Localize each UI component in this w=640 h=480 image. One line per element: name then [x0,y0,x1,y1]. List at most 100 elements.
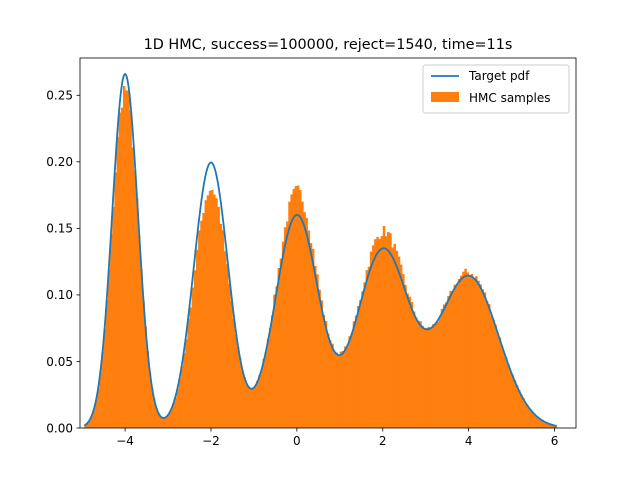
histogram-bar [515,385,519,428]
histogram-bar [281,241,285,428]
histogram-bar [513,380,517,428]
histogram-bar [314,265,317,428]
histogram-bar [391,247,394,428]
histogram-bar [223,251,227,428]
histogram-bar [447,295,450,428]
histogram-bar [256,381,259,428]
histogram-bar [120,107,124,429]
histogram-bar [159,416,162,428]
histogram-bar [273,294,276,428]
histogram-bar [311,248,315,428]
histogram-bar [221,230,225,428]
histogram-bar [241,370,244,428]
histogram-bar [234,334,238,428]
histogram-bar [483,292,487,428]
histogram-bar [451,292,454,428]
histogram-bar [206,195,210,428]
histogram-bar [309,243,313,428]
histogram-bar [316,274,319,428]
histogram-bar [155,407,158,428]
axes: −4 −2 0 2 4 6 0.00 0.05 0.10 0.15 0.20 0.25 [46,57,577,448]
x-tick-label: −2 [202,434,220,448]
histogram-bar [466,272,469,428]
histogram-bar [198,230,201,428]
histogram-bar [528,408,532,428]
histogram-bar [344,346,347,428]
histogram-bar [387,231,390,428]
histogram-bar [408,296,412,428]
histogram-bar [329,340,332,428]
histogram-bar [543,422,547,428]
histogram-bar [236,346,240,428]
histogram-bar [185,339,188,428]
histogram-bar [417,320,420,428]
histogram-bar [114,172,117,428]
histogram-bar [374,239,377,428]
histogram-bar [137,235,141,428]
histogram-bar [337,356,341,428]
histogram-bar [232,318,235,428]
histogram-bar [350,333,354,428]
histogram-bar [335,352,339,428]
histogram-bar [496,333,500,428]
histogram-bar [189,307,193,428]
histogram-bar [481,289,485,428]
histogram-bar [404,284,407,428]
histogram-bar [460,275,463,428]
histogram-bar [522,398,525,428]
histogram-bar [389,233,392,428]
histogram-bar [475,276,478,428]
histogram-bar [305,217,308,428]
histogram-bar [110,233,113,428]
histogram-bar [153,398,156,428]
histogram-bar [500,346,504,428]
histogram-bar [464,268,467,428]
histogram-bar [552,425,555,428]
histogram-bar [299,190,302,428]
histogram-bar [393,243,396,428]
histogram-bar [537,417,540,428]
histogram-bar [550,424,553,428]
histogram-bar [331,343,334,428]
histogram-bar [95,400,98,428]
histogram-bar [429,328,433,428]
histogram-bar [125,90,128,429]
histogram-bar [217,206,220,428]
histogram-bar [271,315,274,428]
histogram-bar [369,251,373,428]
histogram-bar [172,403,175,428]
histogram-bar [533,413,536,428]
histogram-bar [215,198,218,428]
histogram-bar [288,201,291,428]
histogram-bar [230,301,233,428]
histogram-bar [303,212,306,428]
histogram-bar [170,409,173,428]
histogram-bar [307,230,311,428]
histogram-bar [365,270,369,428]
histogram-bar [238,358,242,428]
histogram-bar [107,269,111,428]
histogram-bar [425,327,429,428]
histogram-bar [341,351,345,428]
histogram-bar [247,387,250,428]
histogram-bar [99,371,102,428]
histogram-bar [279,258,283,428]
histogram-bar [193,270,197,428]
x-tick-label: −4 [116,434,134,448]
histogram-bar [520,394,523,428]
histogram-bar [131,147,135,428]
legend-patch-swatch [431,92,459,102]
x-tick-label: 2 [379,434,387,448]
histogram-bar [258,375,261,428]
histogram-bar [526,405,530,428]
histogram-bar [421,325,424,428]
histogram-bar [445,302,448,428]
histogram-bar [410,302,414,428]
histogram-bar [356,306,360,428]
histogram-bar [88,420,92,428]
histogram-bar [432,324,435,428]
histogram-bar [539,419,542,428]
histogram-bar [361,291,364,428]
histogram-bar [457,278,461,428]
histogram-bar [178,377,182,428]
